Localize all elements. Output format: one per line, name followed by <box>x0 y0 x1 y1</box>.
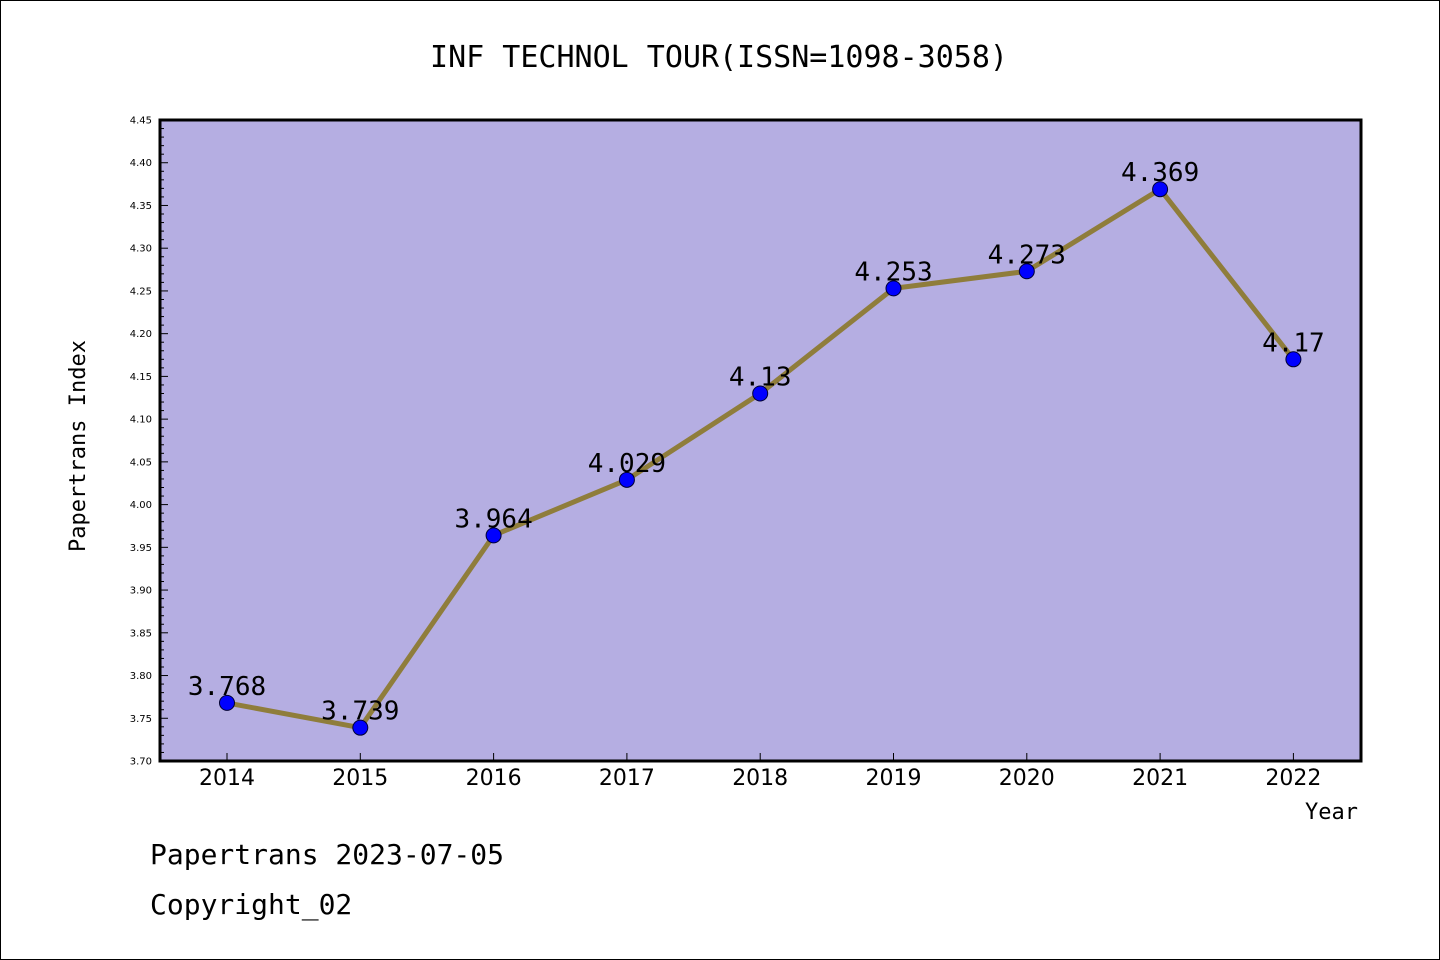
plot-area <box>158 118 1363 763</box>
y-tick-label: 4.20 <box>130 329 152 340</box>
data-point <box>1152 181 1169 198</box>
x-tick-label: 2019 <box>866 766 922 791</box>
data-point <box>485 527 502 544</box>
y-tick-label: 4.15 <box>130 372 152 383</box>
y-tick-label: 3.90 <box>130 586 152 597</box>
x-tick-label: 2021 <box>1132 766 1188 791</box>
data-label: 3.964 <box>454 504 532 534</box>
data-point <box>352 719 369 736</box>
y-tick-label: 3.75 <box>130 714 152 725</box>
x-axis-label: Year <box>1305 800 1358 825</box>
x-tick-label: 2020 <box>999 766 1055 791</box>
y-tick-label: 4.05 <box>130 457 152 468</box>
y-tick-label: 4.30 <box>130 244 152 255</box>
footer-date: Papertrans 2023-07-05 <box>150 838 504 871</box>
footer-copyright: Copyright_02 <box>150 888 352 922</box>
data-point <box>885 280 902 297</box>
y-tick-label: 4.35 <box>130 201 152 212</box>
x-tick-label: 2022 <box>1265 766 1321 791</box>
data-label: 4.17 <box>1262 328 1325 358</box>
data-point <box>1018 263 1035 280</box>
data-label: 3.739 <box>321 697 399 727</box>
x-tick-label: 2018 <box>732 766 788 791</box>
data-label: 4.369 <box>1121 158 1199 188</box>
data-point <box>618 471 635 488</box>
data-point <box>219 694 235 711</box>
series-layer: 3.768 3.739 3.964 4.029 4.13 4.253 4.273 4.369 4… <box>188 158 1325 736</box>
x-tick-label: 2016 <box>466 766 522 791</box>
y-tick-label: 3.95 <box>130 543 152 554</box>
data-point <box>752 385 769 402</box>
y-tick-label: 3.85 <box>130 628 152 639</box>
y-tick-label: 4.10 <box>130 415 152 426</box>
chart-title: INF TECHNOL TOUR(ISSN=1098-3058) <box>430 40 1008 75</box>
data-label: 4.13 <box>729 362 792 392</box>
x-tick-label: 2015 <box>332 766 388 791</box>
y-axis-label: Papertrans Index <box>66 340 91 552</box>
data-label: 3.768 <box>188 672 266 702</box>
y-axis: 3.70 3.75 3.80 3.85 3.90 3.95 4.00 4.05 4.10 4.15… <box>130 116 168 768</box>
x-tick-label: 2017 <box>599 766 655 791</box>
x-axis: 2014 2015 2016 2017 2018 2019 2020 2021 2022 <box>199 753 1321 791</box>
data-label: 4.029 <box>588 449 666 479</box>
y-tick-label: 3.80 <box>130 671 152 682</box>
y-tick-label: 4.00 <box>130 500 152 511</box>
data-label: 4.273 <box>988 240 1066 270</box>
y-tick-label: 4.25 <box>130 286 152 297</box>
y-tick-label: 4.45 <box>130 116 152 127</box>
y-tick-label: 4.40 <box>130 158 152 169</box>
data-label: 4.253 <box>854 257 932 287</box>
y-tick-label: 3.70 <box>130 757 152 768</box>
x-tick-label: 2014 <box>199 766 255 791</box>
data-point <box>1285 351 1302 368</box>
